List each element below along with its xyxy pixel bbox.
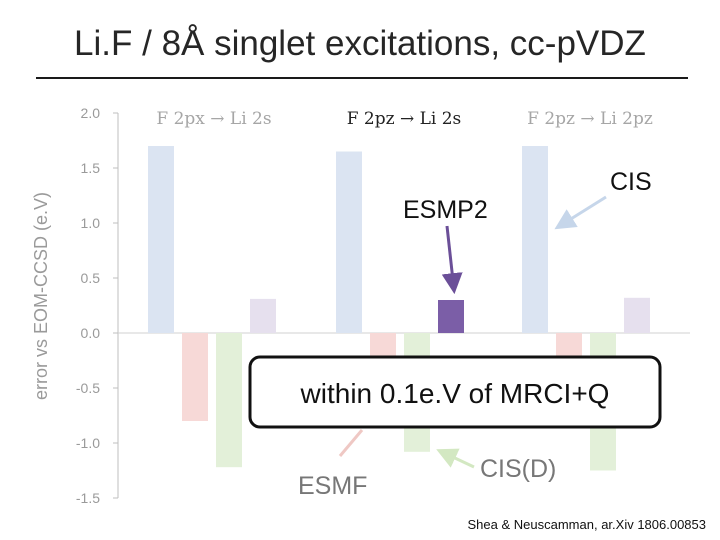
bar-cis-2	[336, 151, 362, 333]
category-label: F 2pz → Li 2s	[347, 109, 462, 129]
bar-cis-3	[522, 146, 548, 333]
category-labels: F 2px → Li 2s F 2pz → Li 2s F 2pz → Li 2pz	[156, 109, 652, 129]
callout-cis-arrow	[554, 195, 607, 230]
callout-cis-label: CIS	[610, 168, 652, 196]
bars	[148, 146, 650, 471]
bar-cisd-1	[216, 333, 242, 468]
callout-esmp2-arrow	[441, 225, 463, 295]
y-tick-label: -1.0	[76, 435, 100, 451]
bar-esmf-1	[182, 333, 208, 421]
callout-cisd-arrow	[436, 448, 475, 469]
y-tick-label: 1.0	[81, 215, 101, 231]
y-axis-label: error vs EOM-CCSD (e.V)	[31, 192, 51, 400]
y-tick-label: 0.5	[81, 270, 101, 286]
category-label: F 2pz → Li 2pz	[527, 109, 653, 129]
bar-esmp2-2	[438, 300, 464, 333]
y-tick-label: -1.5	[76, 490, 100, 506]
y-tick-label: 0.0	[81, 325, 101, 341]
bar-cis-1	[148, 146, 174, 333]
bar-esmp2-1	[250, 298, 276, 333]
category-label: F 2px → Li 2s	[156, 109, 271, 129]
y-tick-label: -0.5	[76, 380, 100, 396]
y-tick-label: 2.0	[81, 105, 101, 121]
callout-cisd-label: CIS(D)	[480, 455, 556, 483]
slide-title: Li.F / 8Å singlet excitations, cc-pVDZ	[74, 24, 646, 63]
callout-box	[248, 355, 662, 429]
callout-box-text: within 0.1e.V of MRCI+Q	[300, 378, 610, 409]
y-tick-label: 1.5	[81, 160, 101, 176]
callout-esmf-arrow	[338, 429, 364, 457]
citation: Shea & Neuscamman, ar.Xiv 1806.00853	[467, 517, 706, 532]
bar-esmp2-3	[624, 297, 650, 333]
callout-esmp2-label: ESMP2	[403, 196, 488, 224]
title-divider	[36, 77, 688, 79]
callout-esmf-label: ESMF	[298, 472, 367, 500]
